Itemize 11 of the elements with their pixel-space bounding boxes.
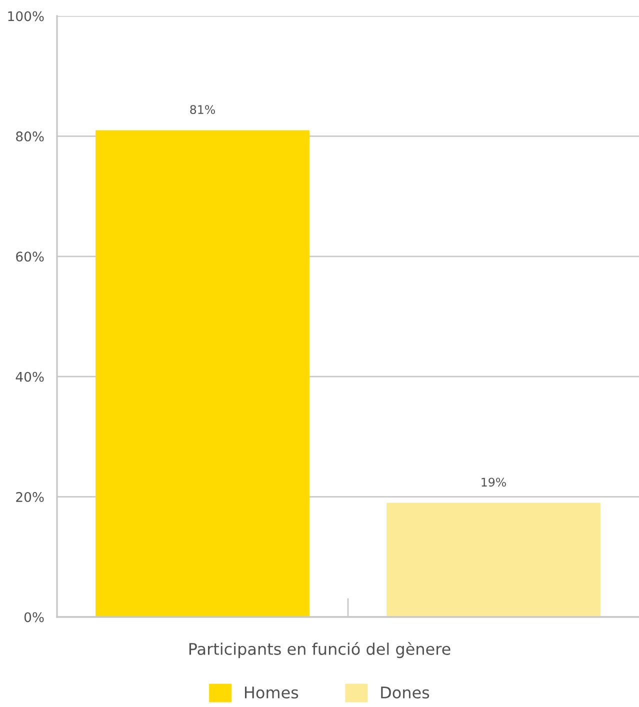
legend-label: Homes <box>244 686 298 699</box>
y-tick-label: 0% <box>24 612 44 622</box>
y-tick-label: 20% <box>16 492 44 502</box>
y-tick-label: 80% <box>16 131 44 142</box>
y-tick-label: 100% <box>8 11 44 22</box>
data-label: 19% <box>482 478 506 487</box>
legend-label: Dones <box>381 686 430 699</box>
x-axis-title: Participants en funció del gènere <box>189 642 450 658</box>
y-tick-label: 60% <box>16 252 44 262</box>
y-tick-label: 40% <box>16 372 44 382</box>
data-label: 81% <box>190 105 215 114</box>
